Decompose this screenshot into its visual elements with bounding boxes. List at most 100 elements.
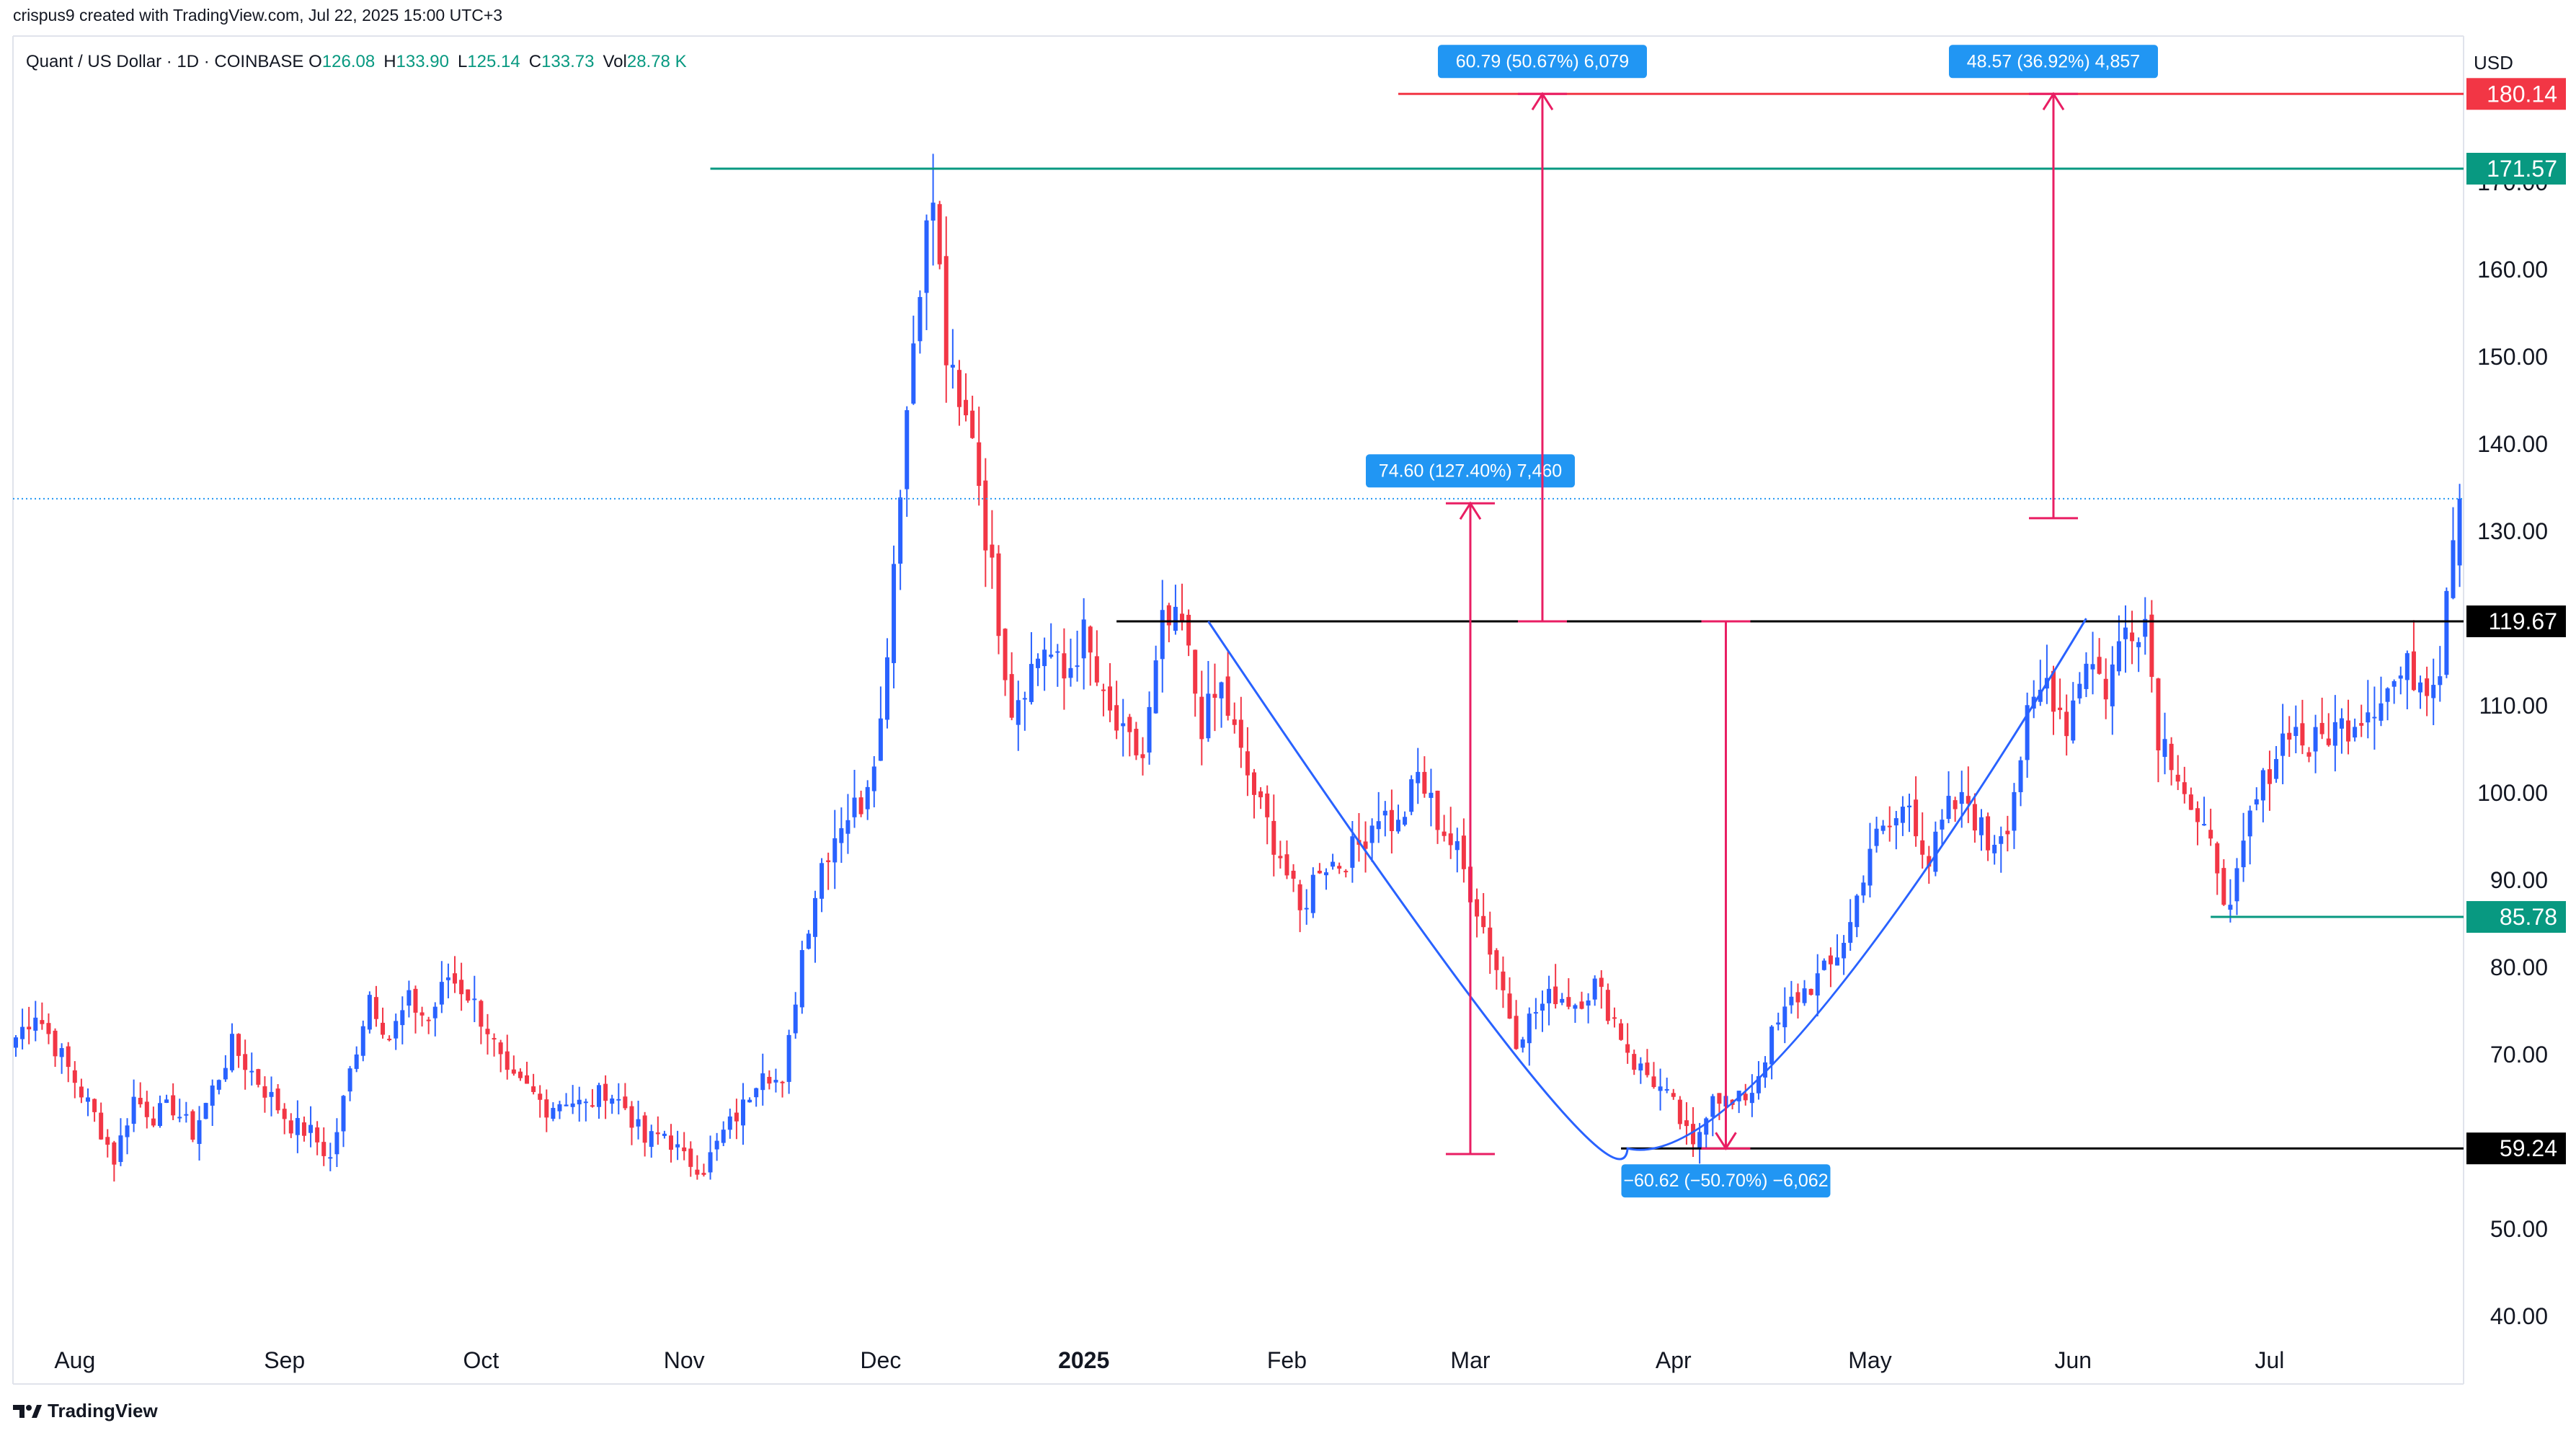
candle-body [1337, 866, 1342, 869]
candle-body [1488, 927, 1493, 955]
ohlcv-key-o: O [308, 52, 322, 71]
candle-body [2097, 657, 2102, 674]
candle-body [2293, 727, 2299, 737]
candle-body [321, 1142, 327, 1156]
candle-body [1769, 1026, 1775, 1065]
candle-body [288, 1120, 293, 1134]
candle-body [1363, 841, 1368, 849]
candle-body [1808, 988, 1813, 995]
candle-body [1842, 943, 1847, 959]
candle-body [1173, 606, 1178, 631]
candle-body [492, 1038, 497, 1040]
candle-body [636, 1119, 641, 1127]
ohlcv-value-o: 126.08 [321, 52, 376, 71]
candle-body [2366, 712, 2371, 723]
x-axis-label: Feb [1267, 1347, 1307, 1373]
candle-body [760, 1073, 765, 1091]
x-axis-label: Jul [2255, 1347, 2285, 1373]
candle-body [2038, 689, 2043, 702]
candle-body [970, 410, 975, 438]
candle-body [229, 1034, 234, 1070]
candle-body [1986, 816, 1991, 851]
candle-body [112, 1142, 117, 1165]
candle-body [2339, 718, 2344, 729]
candle-body [806, 933, 811, 949]
candle-body [243, 1054, 248, 1070]
candle-body [328, 1157, 333, 1159]
candle-body [131, 1096, 136, 1124]
candle-body [1055, 651, 1060, 653]
candle-body [2431, 685, 2436, 698]
candle-body [1429, 792, 1434, 798]
candle-body [2175, 774, 2180, 782]
candle-body [1297, 884, 1302, 910]
candle-body [623, 1096, 628, 1109]
candle-body [1454, 840, 1460, 851]
candle-body [780, 1081, 785, 1083]
candle-body [2372, 716, 2377, 719]
candle-body [1245, 751, 1250, 776]
candle-body [1324, 872, 1328, 876]
candle-body [865, 786, 870, 809]
candle-body [1343, 871, 1349, 873]
candle-body [1238, 719, 1243, 748]
candle-body [151, 1118, 156, 1126]
candle-body [845, 820, 850, 834]
candle-body [2300, 723, 2305, 746]
candle-body [1403, 817, 1408, 825]
candle-body [1127, 716, 1132, 732]
candle-body [2116, 641, 2121, 672]
measure-arrow-icon [1531, 92, 1554, 111]
candle-body [59, 1048, 64, 1057]
candle-body [1658, 1086, 1663, 1091]
candle-body [1855, 895, 1860, 928]
candle-body [1448, 833, 1453, 846]
candle-body [2143, 618, 2148, 637]
candle-body [2005, 830, 2010, 835]
candle-body [1527, 1013, 1532, 1044]
candle-body [1586, 1000, 1591, 1006]
candle-body [33, 1017, 38, 1031]
candle-body [197, 1120, 202, 1144]
candle-body [269, 1091, 274, 1097]
candle-body [511, 1069, 516, 1074]
candle-body [105, 1137, 110, 1145]
candle-body [1560, 998, 1565, 1003]
ohlcv-key-h: H [383, 52, 396, 71]
candle-body [1540, 1003, 1545, 1011]
candle-body [688, 1148, 693, 1167]
candle-body [2103, 678, 2108, 700]
candle-body [2169, 743, 2174, 771]
candle-body [1579, 1001, 1584, 1009]
candle-body [1592, 978, 1597, 1000]
candle-body [1475, 899, 1480, 917]
candle-body [1645, 1062, 1650, 1075]
candle-body [977, 442, 982, 487]
candle-body [1651, 1076, 1656, 1088]
candle-body [184, 1114, 189, 1116]
measure-arrow-icon [1459, 501, 1482, 520]
candle-body [701, 1173, 706, 1175]
candle-body [1697, 1132, 1702, 1149]
candle-body [282, 1109, 287, 1119]
candle-body [1749, 1093, 1754, 1104]
candle-body [1959, 791, 1964, 804]
candle-body [629, 1106, 634, 1128]
candle-body [918, 297, 923, 342]
candle-body [1507, 993, 1512, 1019]
measure-label: 60.79 (50.67%) 6,079 [1456, 51, 1629, 71]
candle-body [2162, 739, 2167, 758]
candle-body [1763, 1062, 1768, 1078]
candle-body [538, 1093, 543, 1100]
candle-body [2280, 733, 2286, 756]
cup-curve[interactable] [1207, 618, 2087, 1161]
candle-body [878, 718, 883, 761]
y-tick-label: 130.00 [2477, 518, 2548, 544]
candle-body [498, 1042, 503, 1055]
candle-body [557, 1104, 562, 1112]
candle-body [85, 1097, 90, 1102]
candle-body [1395, 820, 1400, 832]
price-label: 180.14 [2487, 81, 2557, 107]
y-tick-label: 160.00 [2477, 257, 2548, 283]
